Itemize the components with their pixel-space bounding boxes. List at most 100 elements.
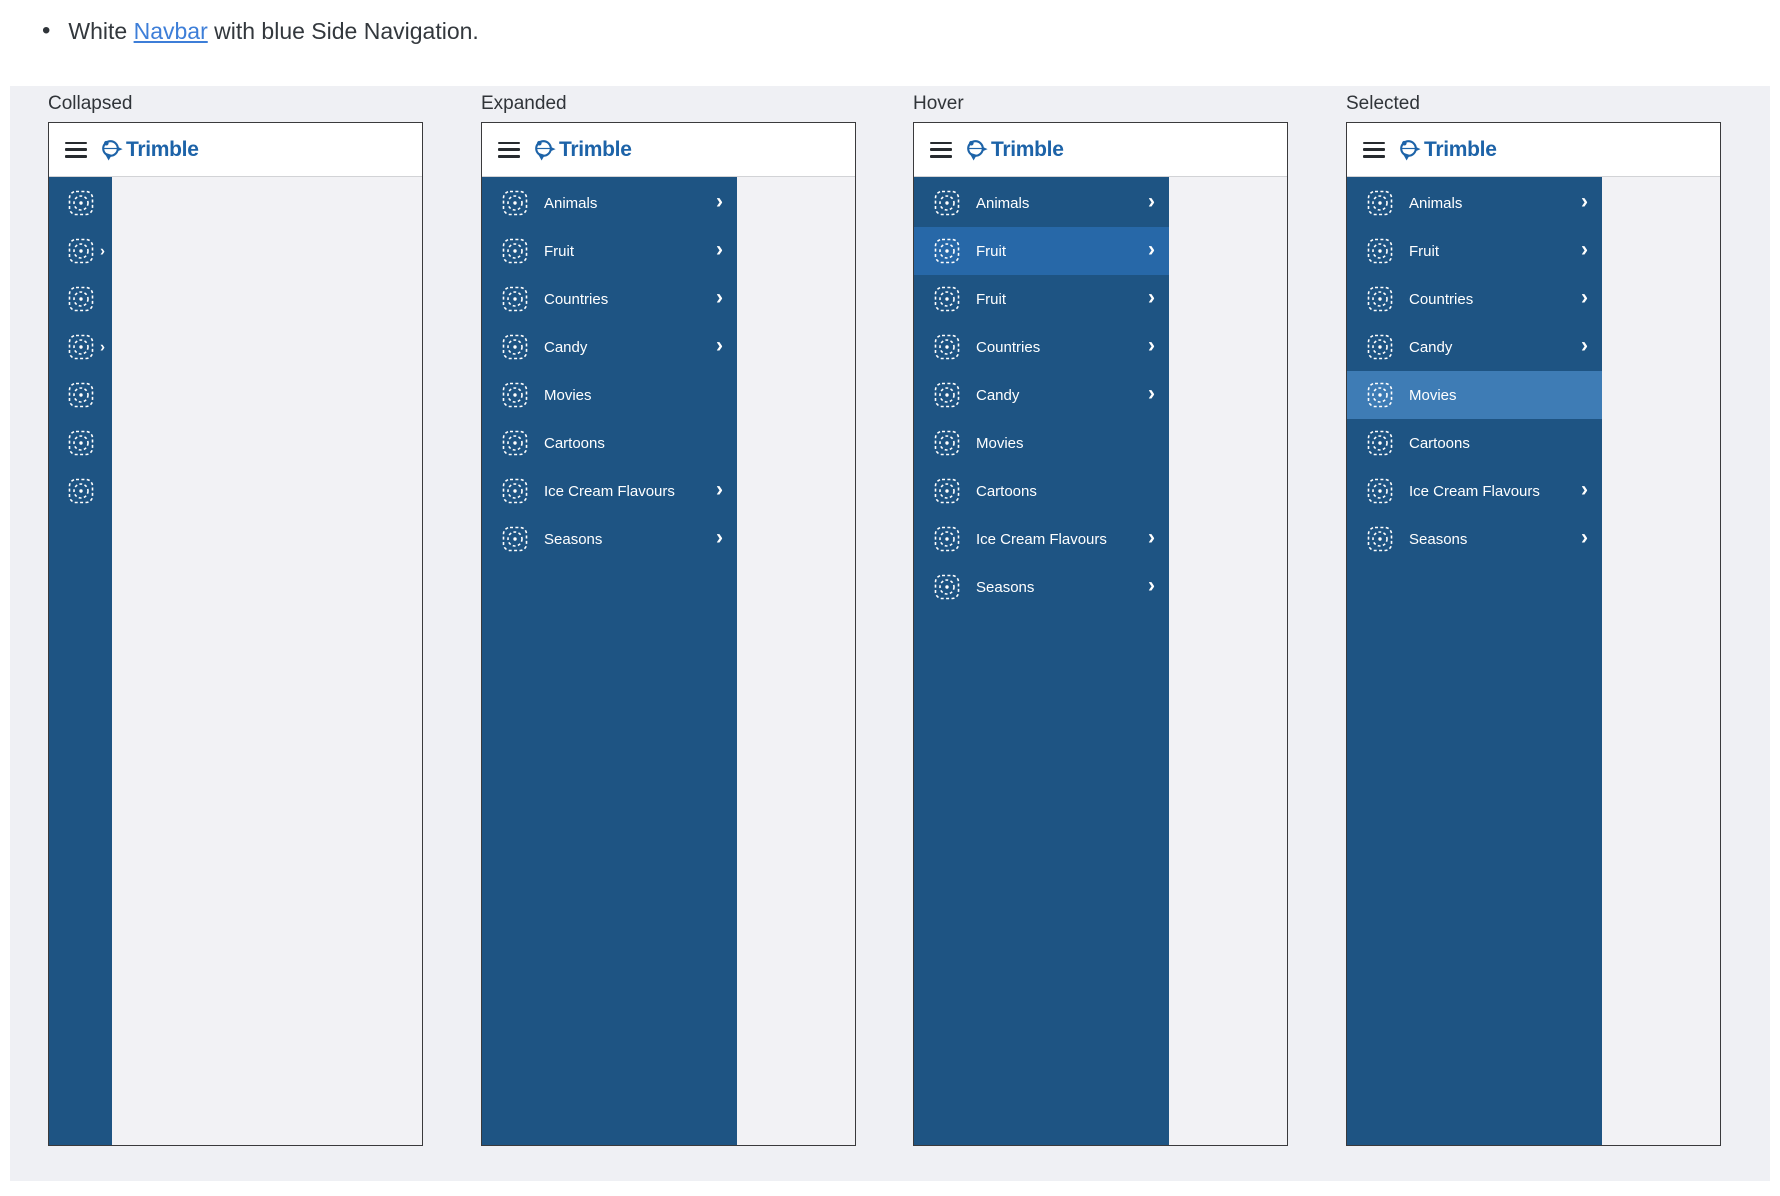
panel-frame: Trimble Animals › Fruit › Countries › Candy… [481,122,856,1146]
placeholder-icon [68,190,93,216]
sidenav-item-cartoons[interactable]: Cartoons [482,419,737,467]
placeholder-icon [502,382,528,408]
sidenav-item[interactable] [49,275,112,323]
trimble-logo[interactable]: Trimble [532,138,632,162]
sidenav-item[interactable]: › [49,227,112,275]
placeholder-icon [502,526,528,552]
brand-text: Trimble [991,137,1064,161]
placeholder-icon [934,286,960,312]
sidenav-item-ice-cream-flavours[interactable]: Ice Cream Flavours › [914,515,1169,563]
chevron-right-icon: › [1148,238,1155,261]
placeholder-icon [502,238,528,264]
sidenav-item-movies[interactable]: Movies [482,371,737,419]
sidenav-item-countries[interactable]: Countries › [482,275,737,323]
trimble-logo-icon [535,139,556,162]
trimble-logo-icon [967,139,988,162]
hamburger-menu-icon[interactable] [930,141,952,158]
placeholder-icon [502,430,528,456]
placeholder-icon [68,478,93,504]
trimble-logo[interactable]: Trimble [1397,138,1497,162]
sidenav-item-movies-selected[interactable]: Movies [1347,371,1602,419]
sidenav-item-animals[interactable]: Animals › [482,179,737,227]
chevron-right-icon: › [1148,190,1155,213]
hamburger-menu-icon[interactable] [498,141,520,158]
brand-text: Trimble [1424,137,1497,161]
navbar-doc-link[interactable]: Navbar [133,18,208,44]
placeholder-icon [502,190,528,216]
chevron-right-icon: › [1581,478,1588,501]
sidenav-item-movies[interactable]: Movies [914,419,1169,467]
chevron-right-icon: › [1581,526,1588,549]
sidenav-item-cartoons[interactable]: Cartoons [914,467,1169,515]
placeholder-icon [934,190,960,216]
chevron-right-icon: › [100,242,105,260]
sidenav-item-animals[interactable]: Animals › [1347,179,1602,227]
demo-band: Collapsed Trimble › › [10,86,1770,1181]
placeholder-icon [68,382,93,408]
chevron-right-icon: › [1581,238,1588,261]
sidenav-item-seasons[interactable]: Seasons › [914,563,1169,611]
panel-label: Hover [913,93,964,114]
placeholder-icon [1367,238,1393,264]
hamburger-menu-icon[interactable] [65,141,87,158]
placeholder-icon [502,286,528,312]
sidenav-item-countries[interactable]: Countries › [1347,275,1602,323]
panel-frame: Trimble Animals › Fruit › Countries › Candy… [1346,122,1721,1146]
sidenav-item-animals[interactable]: Animals › [914,179,1169,227]
sidenav-item-countries[interactable]: Countries › [914,323,1169,371]
trimble-logo[interactable]: Trimble [99,138,199,162]
chevron-right-icon: › [1148,574,1155,597]
bullet-text: White Navbar with blue Side Navigation. [68,16,478,46]
sidenav-item-seasons[interactable]: Seasons › [482,515,737,563]
sidenav-item-fruit-hovered[interactable]: Fruit › [914,227,1169,275]
trimble-logo-icon [1400,139,1421,162]
sidenav-item[interactable] [49,467,112,515]
sidenav-item-cartoons[interactable]: Cartoons [1347,419,1602,467]
navbar: Trimble [914,123,1287,177]
placeholder-icon [1367,190,1393,216]
placeholder-icon [934,526,960,552]
chevron-right-icon: › [1148,286,1155,309]
placeholder-icon [1367,478,1393,504]
sidenav-item-seasons[interactable]: Seasons › [1347,515,1602,563]
side-navigation-expanded: Animals › Fruit › Countries › Candy › Movies… [482,177,737,1145]
brand-text: Trimble [559,137,632,161]
sidenav-item-candy[interactable]: Candy › [1347,323,1602,371]
sidenav-item-ice-cream-flavours[interactable]: Ice Cream Flavours › [482,467,737,515]
placeholder-icon [934,574,960,600]
side-navigation-collapsed: › › [49,177,112,1145]
bullet-line: • White Navbar with blue Side Navigation… [0,0,1780,48]
placeholder-icon [934,238,960,264]
placeholder-icon [1367,382,1393,408]
placeholder-icon [934,382,960,408]
sidenav-item[interactable] [49,419,112,467]
hamburger-menu-icon[interactable] [1363,141,1385,158]
panel-body: Animals › Fruit › Fruit › Countries › Candy ›… [914,177,1287,1145]
placeholder-icon [1367,526,1393,552]
chevron-right-icon: › [1148,382,1155,405]
panel-selected: Selected Trimble Animals › Fruit › Countri… [1346,92,1721,1146]
bullet-prefix: White [68,18,134,44]
sidenav-item[interactable]: › [49,323,112,371]
sidenav-item-fruit[interactable]: Fruit › [914,275,1169,323]
trimble-logo-icon [102,139,123,162]
sidenav-item-candy[interactable]: Candy › [482,323,737,371]
sidenav-item[interactable] [49,371,112,419]
sidenav-item-fruit[interactable]: Fruit › [482,227,737,275]
sidenav-item-candy[interactable]: Candy › [914,371,1169,419]
panel-label: Selected [1346,93,1420,114]
panel-body: Animals › Fruit › Countries › Candy › Movies… [1347,177,1720,1145]
placeholder-icon [68,334,93,360]
sidenav-item-ice-cream-flavours[interactable]: Ice Cream Flavours › [1347,467,1602,515]
placeholder-icon [934,478,960,504]
panel-label: Collapsed [48,93,133,114]
panel-frame: Trimble › › [48,122,423,1146]
chevron-right-icon: › [100,338,105,356]
sidenav-item[interactable] [49,179,112,227]
chevron-right-icon: › [716,334,723,357]
navbar: Trimble [482,123,855,177]
trimble-logo[interactable]: Trimble [964,138,1064,162]
sidenav-item-fruit[interactable]: Fruit › [1347,227,1602,275]
panel-label: Expanded [481,93,567,114]
panel-hover: Hover Trimble Animals › Fruit › Fruit › Cou… [913,92,1288,1146]
